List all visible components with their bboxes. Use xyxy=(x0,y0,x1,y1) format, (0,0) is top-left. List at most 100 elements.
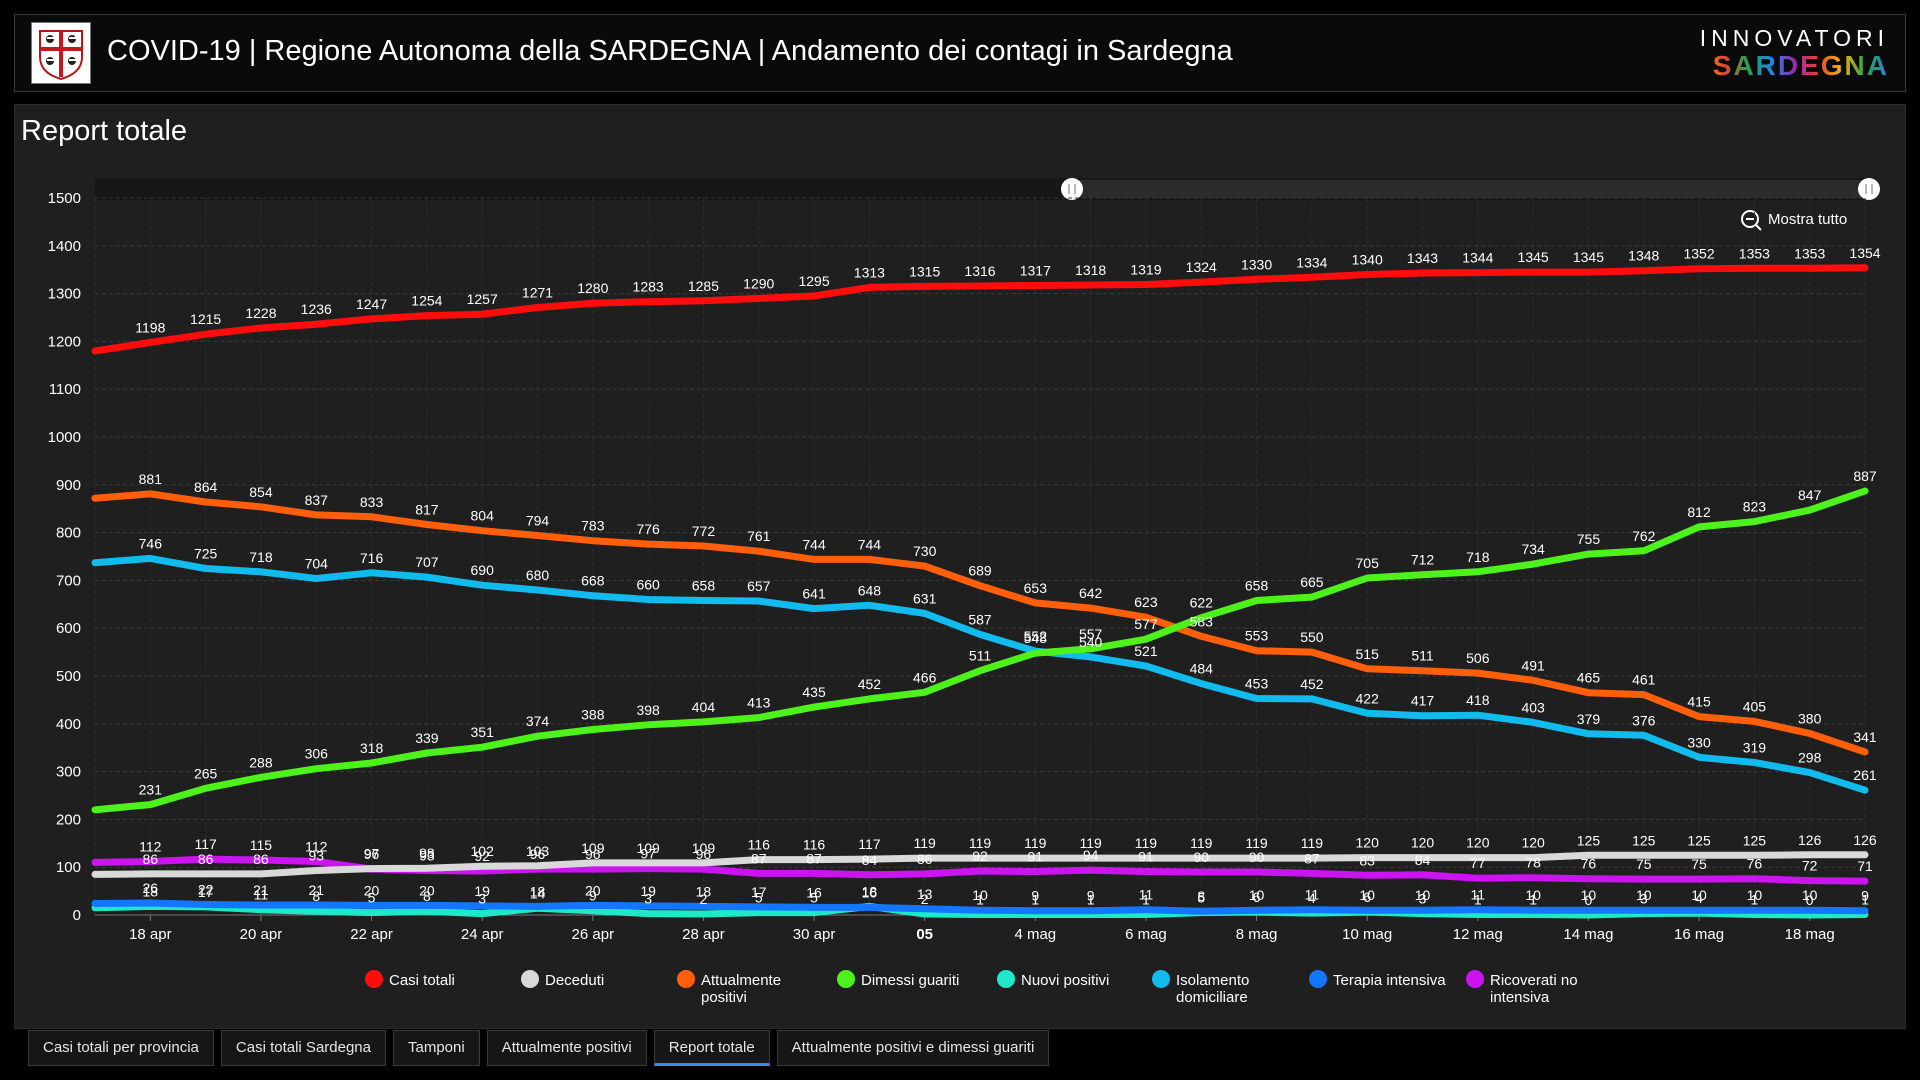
data-point xyxy=(1475,713,1480,718)
data-label: 665 xyxy=(1300,574,1324,590)
legend-item-5[interactable]: Isolamento domiciliare xyxy=(1152,970,1249,1006)
data-point xyxy=(424,313,429,318)
data-label: 319 xyxy=(1743,740,1767,756)
data-point xyxy=(978,668,982,673)
data-label: 1247 xyxy=(356,296,387,312)
legend-item-0[interactable]: Casi totali xyxy=(365,970,455,989)
data-label: 76 xyxy=(1581,856,1597,872)
data-label: 341 xyxy=(1853,729,1877,745)
data-label: 231 xyxy=(139,782,163,798)
data-label: 631 xyxy=(913,590,937,606)
data-label: 422 xyxy=(1356,690,1380,706)
data-label: 13 xyxy=(917,886,933,902)
data-point xyxy=(258,504,263,509)
tab-4[interactable]: Report totale xyxy=(653,1030,770,1066)
data-label: 120 xyxy=(1356,835,1380,851)
data-point xyxy=(978,908,982,913)
data-label: 452 xyxy=(858,676,882,692)
data-point xyxy=(646,597,651,602)
data-label: 837 xyxy=(305,492,329,508)
data-point xyxy=(1088,856,1093,861)
x-tick-label: 10 mag xyxy=(1342,926,1392,943)
data-point xyxy=(148,859,153,864)
range-handle-left[interactable] xyxy=(1061,178,1083,200)
tab-5[interactable]: Attualmente positivi e dimessi guariti xyxy=(776,1030,1050,1066)
data-point xyxy=(1143,637,1148,642)
data-point xyxy=(314,766,319,771)
data-label: 1236 xyxy=(301,301,332,317)
data-label: 86 xyxy=(917,851,933,867)
y-tick-label: 1100 xyxy=(49,381,81,398)
data-point xyxy=(922,856,927,861)
tab-1[interactable]: Casi totali Sardegna xyxy=(220,1030,386,1066)
data-label: 119 xyxy=(914,835,937,851)
data-label: 453 xyxy=(1245,675,1269,691)
data-label: 17 xyxy=(751,884,767,900)
data-point xyxy=(1199,856,1204,861)
range-handle-right[interactable] xyxy=(1858,178,1880,200)
y-tick-label: 100 xyxy=(56,859,81,876)
data-point xyxy=(922,912,927,917)
data-label: 491 xyxy=(1521,657,1545,673)
data-point xyxy=(1088,606,1093,611)
show-all-button[interactable]: Mostra tutto xyxy=(1741,210,1847,231)
data-label: 11 xyxy=(1305,887,1320,903)
legend: Casi totali Deceduti Attualmente positivi Di… xyxy=(365,970,1578,1006)
data-point xyxy=(1033,651,1038,656)
data-label: 398 xyxy=(636,702,660,718)
legend-item-3[interactable]: Dimessi guariti xyxy=(837,970,959,989)
brand-top-text: INNOVATORI xyxy=(1699,25,1889,51)
data-label: 642 xyxy=(1079,585,1103,601)
tab-3[interactable]: Attualmente positivi xyxy=(486,1030,647,1066)
data-point xyxy=(1254,869,1259,874)
data-point xyxy=(756,715,761,720)
data-label: 10 xyxy=(1802,887,1818,903)
data-point xyxy=(756,296,761,301)
data-label: 265 xyxy=(194,765,218,781)
data-label: 823 xyxy=(1743,499,1767,515)
data-label: 1352 xyxy=(1683,246,1714,262)
data-label: 8 xyxy=(1197,888,1205,904)
data-point xyxy=(1697,908,1702,913)
data-label: 116 xyxy=(748,837,771,853)
data-point xyxy=(369,866,374,871)
data-label: 881 xyxy=(139,471,163,487)
data-label: 725 xyxy=(194,545,218,561)
data-label: 0 xyxy=(1585,892,1593,908)
data-label: 93 xyxy=(419,848,435,864)
data-label: 718 xyxy=(249,549,273,565)
panel-title: Report totale xyxy=(21,115,188,147)
data-label: 660 xyxy=(636,577,660,593)
data-point xyxy=(867,905,872,910)
data-label: 1313 xyxy=(854,264,885,280)
data-point xyxy=(1807,266,1812,271)
data-label: 91 xyxy=(1028,849,1044,865)
data-label: 10 xyxy=(1581,887,1597,903)
range-selector-window[interactable] xyxy=(1072,180,1870,198)
legend-item-6[interactable]: Terapia intensiva xyxy=(1309,970,1446,989)
legend-item-4[interactable]: Nuovi positivi xyxy=(997,970,1109,989)
data-label: 716 xyxy=(360,550,384,566)
data-point xyxy=(535,587,540,592)
data-point xyxy=(812,910,817,915)
data-label: 4 xyxy=(1695,890,1703,906)
data-point xyxy=(258,902,263,907)
data-label: 119 xyxy=(1024,835,1047,851)
data-point xyxy=(1475,907,1480,912)
data-label: 125 xyxy=(1632,832,1656,848)
data-label: 511 xyxy=(1411,648,1434,664)
data-point xyxy=(258,907,263,912)
data-label: 1343 xyxy=(1407,250,1438,266)
tab-2[interactable]: Tamponi xyxy=(393,1030,480,1066)
data-label: 10 xyxy=(1636,887,1652,903)
data-label: 465 xyxy=(1577,670,1601,686)
tab-0[interactable]: Casi totali per provincia xyxy=(28,1030,214,1066)
data-point xyxy=(1641,733,1646,738)
legend-item-7[interactable]: Ricoverati no intensiva xyxy=(1466,970,1578,1006)
data-label: 71 xyxy=(1857,858,1873,874)
data-label: 1 xyxy=(1529,892,1537,908)
legend-item-1[interactable]: Deceduti xyxy=(521,970,604,989)
legend-item-2[interactable]: Attualmente positivi xyxy=(677,970,781,1006)
data-point xyxy=(646,903,651,908)
